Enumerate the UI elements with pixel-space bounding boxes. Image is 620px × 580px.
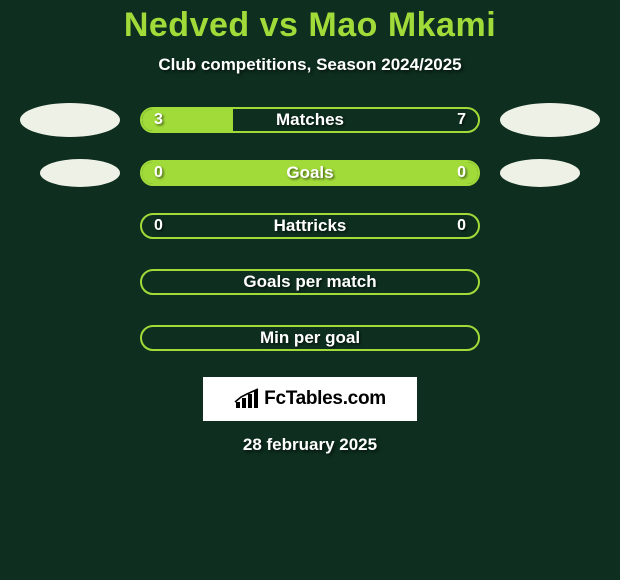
- avatar-spacer: [500, 321, 600, 355]
- page-title: Nedved vs Mao Mkami: [0, 6, 620, 45]
- stat-row-matches: 3 Matches 7: [0, 103, 620, 137]
- stat-row-goals: 0 Goals 0: [0, 159, 620, 187]
- goals-right-value: 0: [457, 164, 466, 182]
- avatar-spacer: [500, 265, 600, 299]
- min-per-goal-label: Min per goal: [260, 328, 360, 348]
- hattricks-label: Hattricks: [274, 216, 347, 236]
- bar-chart-icon: [234, 388, 260, 410]
- hattricks-bar: 0 Hattricks 0: [140, 213, 480, 239]
- footer-date: 28 february 2025: [0, 435, 620, 455]
- left-player-avatar-2: [40, 159, 120, 187]
- goals-bar: 0 Goals 0: [140, 160, 480, 186]
- avatar-spacer: [20, 209, 120, 243]
- goals-per-match-bar: Goals per match: [140, 269, 480, 295]
- matches-bar: 3 Matches 7: [140, 107, 480, 133]
- goals-label: Goals: [286, 163, 333, 183]
- stat-row-goals-per-match: Goals per match: [0, 265, 620, 299]
- avatar-spacer: [20, 321, 120, 355]
- brand-name: FcTables.com: [264, 388, 386, 410]
- matches-left-value: 3: [154, 111, 163, 129]
- stat-row-hattricks: 0 Hattricks 0: [0, 209, 620, 243]
- matches-label: Matches: [276, 110, 344, 130]
- goals-per-match-label: Goals per match: [243, 272, 376, 292]
- matches-right-value: 7: [457, 111, 466, 129]
- goals-left-value: 0: [154, 164, 163, 182]
- hattricks-right-value: 0: [457, 217, 466, 235]
- min-per-goal-bar: Min per goal: [140, 325, 480, 351]
- stat-row-min-per-goal: Min per goal: [0, 321, 620, 355]
- left-player-avatar: [20, 103, 120, 137]
- hattricks-left-value: 0: [154, 217, 163, 235]
- avatar-spacer: [20, 265, 120, 299]
- right-player-avatar: [500, 103, 600, 137]
- avatar-spacer: [500, 209, 600, 243]
- brand-logo-box: FcTables.com: [203, 377, 417, 421]
- page-subtitle: Club competitions, Season 2024/2025: [0, 55, 620, 75]
- right-player-avatar-2: [500, 159, 580, 187]
